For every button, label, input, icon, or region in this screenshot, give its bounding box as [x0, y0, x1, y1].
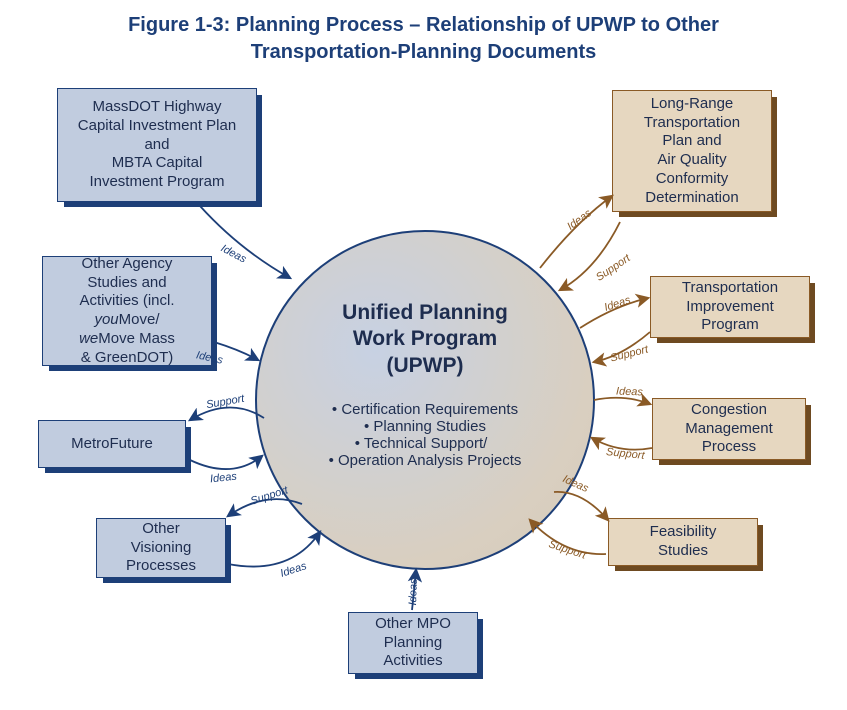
- node-label: Other MPOPlanningActivities: [375, 615, 451, 671]
- label-support-feas: Support: [547, 538, 587, 561]
- node-cmp: CongestionManagementProcess: [652, 398, 806, 460]
- node-label: MassDOT HighwayCapital Investment Planan…: [78, 98, 236, 192]
- label-support-tip: Support: [609, 344, 649, 365]
- label-ideas-metro: Ideas: [209, 471, 237, 486]
- node-other-mpo: Other MPOPlanningActivities: [348, 612, 478, 674]
- label-ideas-lrtp: Ideas: [565, 207, 594, 233]
- diagram-stage: Unified Planning Work Program (UPWP) Cer…: [0, 0, 847, 710]
- label-ideas-mpo: Ideas: [407, 578, 420, 605]
- label-ideas-tip: Ideas: [603, 294, 632, 314]
- node-label: TransportationImprovementProgram: [682, 279, 778, 335]
- node-label: FeasibilityStudies: [650, 523, 717, 561]
- node-feasibility: FeasibilityStudies: [608, 518, 758, 566]
- node-other-agency: Other AgencyStudies andActivities (incl.…: [42, 256, 212, 366]
- label-support-cmp: Support: [605, 446, 645, 462]
- label-support-vision: Support: [249, 484, 289, 507]
- node-lrtp: Long-RangeTransportationPlan andAir Qual…: [612, 90, 772, 212]
- upwp-circle: Unified Planning Work Program (UPWP) Cer…: [255, 230, 595, 570]
- node-label: Other AgencyStudies andActivities (incl.…: [79, 255, 175, 368]
- label-ideas-vision: Ideas: [279, 560, 308, 580]
- label-ideas-massdot: Ideas: [219, 242, 248, 265]
- node-label: Long-RangeTransportationPlan andAir Qual…: [644, 95, 740, 208]
- circle-bullets: Certification Requirements Planning Stud…: [257, 401, 593, 469]
- node-metrofuture: MetroFuture: [38, 420, 186, 468]
- node-label: MetroFuture: [71, 435, 153, 454]
- circle-title: Unified Planning Work Program (UPWP): [257, 300, 593, 379]
- label-support-lrtp: Support: [594, 252, 633, 283]
- node-tip: TransportationImprovementProgram: [650, 276, 810, 338]
- node-label: OtherVisioningProcesses: [126, 520, 196, 576]
- node-other-visioning: OtherVisioningProcesses: [96, 518, 226, 578]
- node-label: CongestionManagementProcess: [685, 401, 773, 457]
- node-massdot: MassDOT HighwayCapital Investment Planan…: [57, 88, 257, 202]
- label-support-metro: Support: [205, 393, 245, 412]
- label-ideas-cmp: Ideas: [616, 386, 643, 399]
